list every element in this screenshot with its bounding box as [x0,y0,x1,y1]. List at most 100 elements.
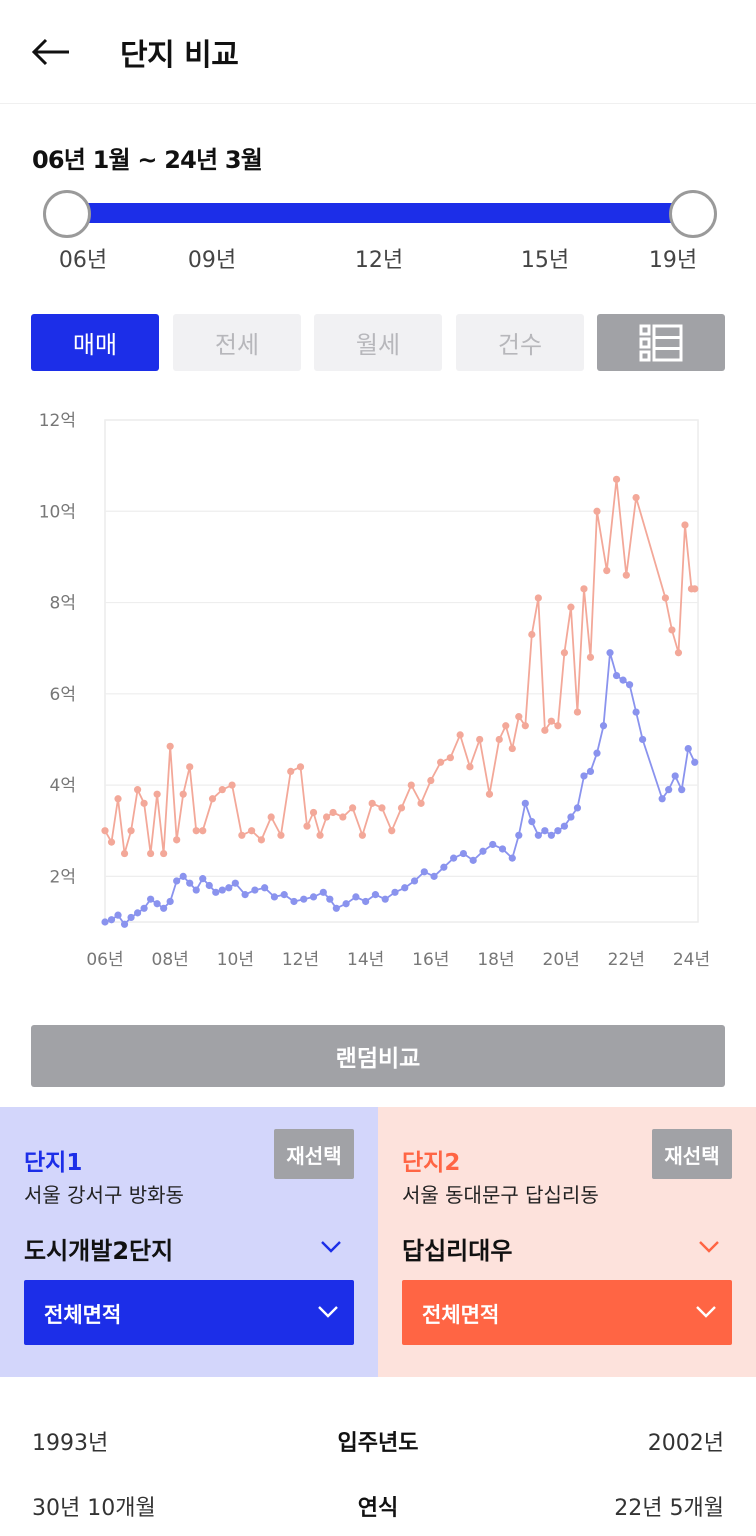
series-1-point [593,749,601,757]
y-tick-label: 10억 [39,502,76,522]
series-2-point [593,507,601,515]
series-2-point [329,808,337,817]
slider-tick-label: 06년 [58,248,108,273]
series-2-point [228,781,236,789]
series-1-point [528,818,536,826]
chevron-down-icon[interactable] [696,1235,722,1257]
complex1-value: 1993년 [32,1431,109,1456]
series-2-point [560,649,569,657]
info-row-move-in-year: 입주년도 1993년 2002년 [0,1425,756,1485]
tab-jeonse[interactable]: 전세 [173,314,301,371]
series-1-point [160,904,168,912]
series-1-point [300,895,308,903]
x-tick-label: 20년 [543,950,580,970]
range-slider-track[interactable] [66,203,692,223]
complex2-area-select[interactable]: 전체면적 [402,1280,732,1345]
series-2-point [476,735,484,744]
series-2-point [296,763,305,771]
complex1-reselect-button[interactable]: 재선택 [274,1129,354,1179]
range-slider-end-handle[interactable] [669,190,717,238]
series-1-point [554,827,562,835]
series-2-point [166,742,174,750]
page-title: 단지 비교 [120,38,239,73]
series-1-point [401,884,409,892]
tab-monthly-rent[interactable]: 월세 [314,314,442,371]
series-2-point [661,594,670,602]
complex2-reselect-button[interactable]: 재선택 [652,1129,732,1179]
series-2-point [238,831,246,839]
x-tick-label: 14년 [347,950,384,970]
series-1-point [280,891,288,899]
series-1-point [469,856,477,864]
series-2-point [107,838,116,846]
series-2-point [199,827,207,835]
series-1-point [567,813,575,821]
series-1-point [290,897,298,906]
date-range-label: 06년 1월 ~ 24년 3월 [32,146,263,174]
series-1-point [205,881,213,890]
series-2-point [622,571,630,579]
y-tick-label: 12억 [39,411,76,431]
tab-sale[interactable]: 매매 [31,314,159,371]
complex1-address: 서울 강서구 방화동 [24,1183,184,1207]
x-tick-label: 06년 [86,950,123,970]
list-view-button[interactable] [597,314,725,371]
y-tick-label: 2억 [50,867,76,887]
x-tick-label: 18년 [477,950,514,970]
series-1-point [658,795,666,803]
series-2-point [192,827,200,835]
range-slider-start-handle[interactable] [43,190,91,238]
series-1-point [231,879,239,887]
complex2-address: 서울 동대문구 답십리동 [402,1183,599,1207]
back-button[interactable] [26,28,76,76]
series-2-point [133,786,142,794]
series-1-point [326,895,334,903]
complex1-area-select[interactable]: 전체면적 [24,1280,354,1345]
series-1-point [107,916,116,924]
series-1-point [479,847,487,855]
series-1-point [319,888,327,896]
tab-count[interactable]: 건수 [456,314,584,371]
series-1-point [498,845,507,853]
series-1-point [599,722,608,730]
series-2-point [397,804,406,812]
random-compare-button[interactable]: 랜덤비교 [31,1025,725,1087]
chevron-down-icon[interactable] [318,1235,344,1257]
series-2-point [534,594,542,602]
series-1-point [133,909,142,917]
series-2-point [573,708,582,716]
series-1-point [691,758,699,766]
series-2-point [528,630,536,639]
slider-tick-label: 12년 [354,248,404,273]
series-1-point [101,918,109,926]
series-2-point [322,813,331,821]
series-2-point [547,717,555,725]
series-2-point [603,567,611,575]
series-1-point [612,671,621,680]
series-2-point [127,827,135,835]
series-1-point [678,786,686,794]
series-1-point [573,804,582,812]
series-2-point [541,726,549,734]
arrow-left-icon [31,38,69,66]
series-2-point [349,804,357,812]
complex1-name[interactable]: 도시개발2단지 [24,1237,174,1265]
series-1-point [450,854,458,862]
series-2-point [668,626,676,634]
series-2-point [427,776,435,785]
series-2-point [378,804,386,812]
series-2-point [586,653,595,661]
series-2-point [674,649,683,657]
series-2-point [339,813,347,821]
series-2-point [502,722,510,730]
series-1-point [459,849,468,858]
series-1-point [521,799,529,807]
chevron-down-icon [318,1306,338,1318]
series-2-point [485,790,494,798]
series-2-point [446,754,454,762]
deal-type-tabs: 매매 전세 월세 건수 [31,314,725,371]
series-2-point [208,795,217,803]
series-2-point [218,786,226,794]
price-chart: 2억 4억 6억 8억 10억 12억 06년 08년 10년 12년 14년 16년 18년 20년 22… [39,411,710,970]
complex2-name[interactable]: 답십리대우 [402,1237,513,1265]
